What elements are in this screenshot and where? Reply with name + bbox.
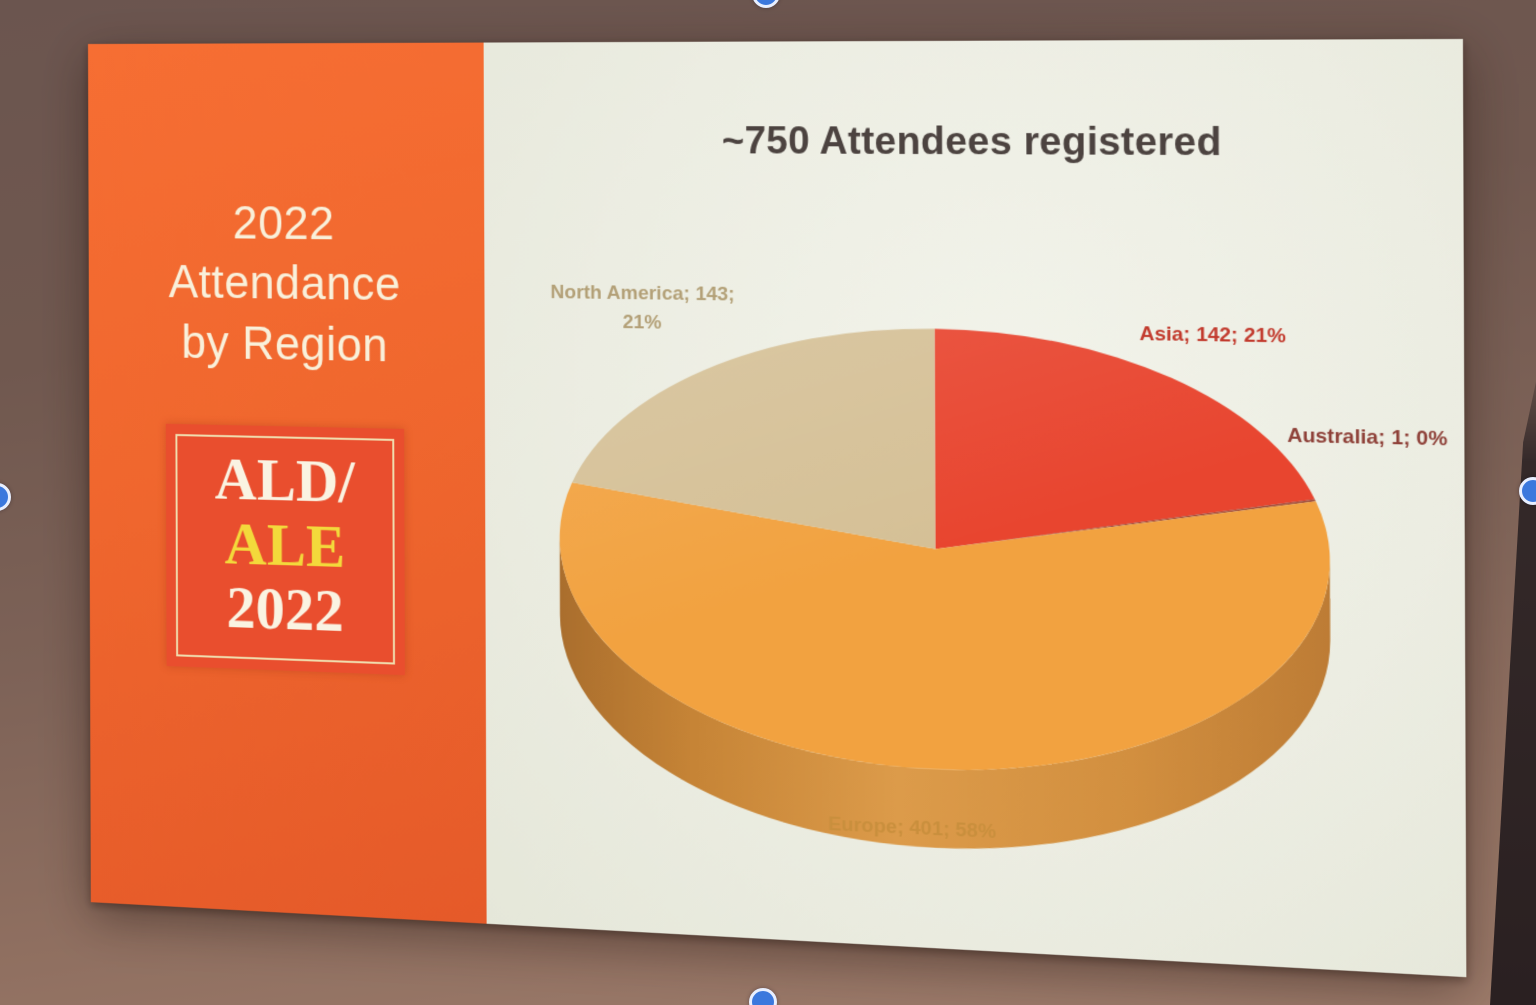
pie-sheen-overlay: [558, 323, 1331, 787]
slide-sidebar: 2022 Attendance by Region ALD/ ALE 2022: [88, 42, 487, 924]
slide-title-line: 2022: [232, 195, 335, 250]
callout-australia: Australia; 1; 0%: [1287, 425, 1448, 452]
pie-3d-rim: [559, 538, 1331, 867]
slide-title-line: by Region: [181, 315, 389, 372]
slide-title: 2022 Attendance by Region: [88, 192, 484, 377]
slide-title-line: Attendance: [168, 255, 401, 311]
ald-ale-2022-logo: ALD/ ALE 2022: [166, 423, 406, 675]
crop-handle-top[interactable]: [752, 0, 780, 8]
callout-asia: Asia; 142; 21%: [1139, 322, 1287, 348]
callout-north-america-line2: 21%: [622, 311, 662, 335]
crop-handle-right[interactable]: [1519, 477, 1536, 505]
callout-north-america: North America; 143; 21%: [550, 279, 734, 339]
presentation-slide: 2022 Attendance by Region ALD/ ALE 2022 …: [88, 38, 1467, 978]
chart-title: ~750 Attendees registered: [721, 118, 1222, 164]
logo-line-ale: ALE: [224, 509, 346, 580]
crop-handle-left[interactable]: [0, 483, 11, 511]
chart-area: ~750 Attendees registered: [483, 38, 1467, 978]
slide-perspective-wrapper: 2022 Attendance by Region ALD/ ALE 2022 …: [88, 38, 1467, 978]
ald-ale-2022-logo-frame: ALD/ ALE 2022: [175, 433, 396, 665]
logo-line-ald: ALD/: [214, 444, 355, 516]
logo-line-year: 2022: [226, 573, 344, 645]
attendance-pie-chart: [558, 323, 1331, 867]
callout-north-america-line1: North America; 143;: [550, 282, 735, 307]
crop-handle-bottom[interactable]: [749, 988, 777, 1005]
